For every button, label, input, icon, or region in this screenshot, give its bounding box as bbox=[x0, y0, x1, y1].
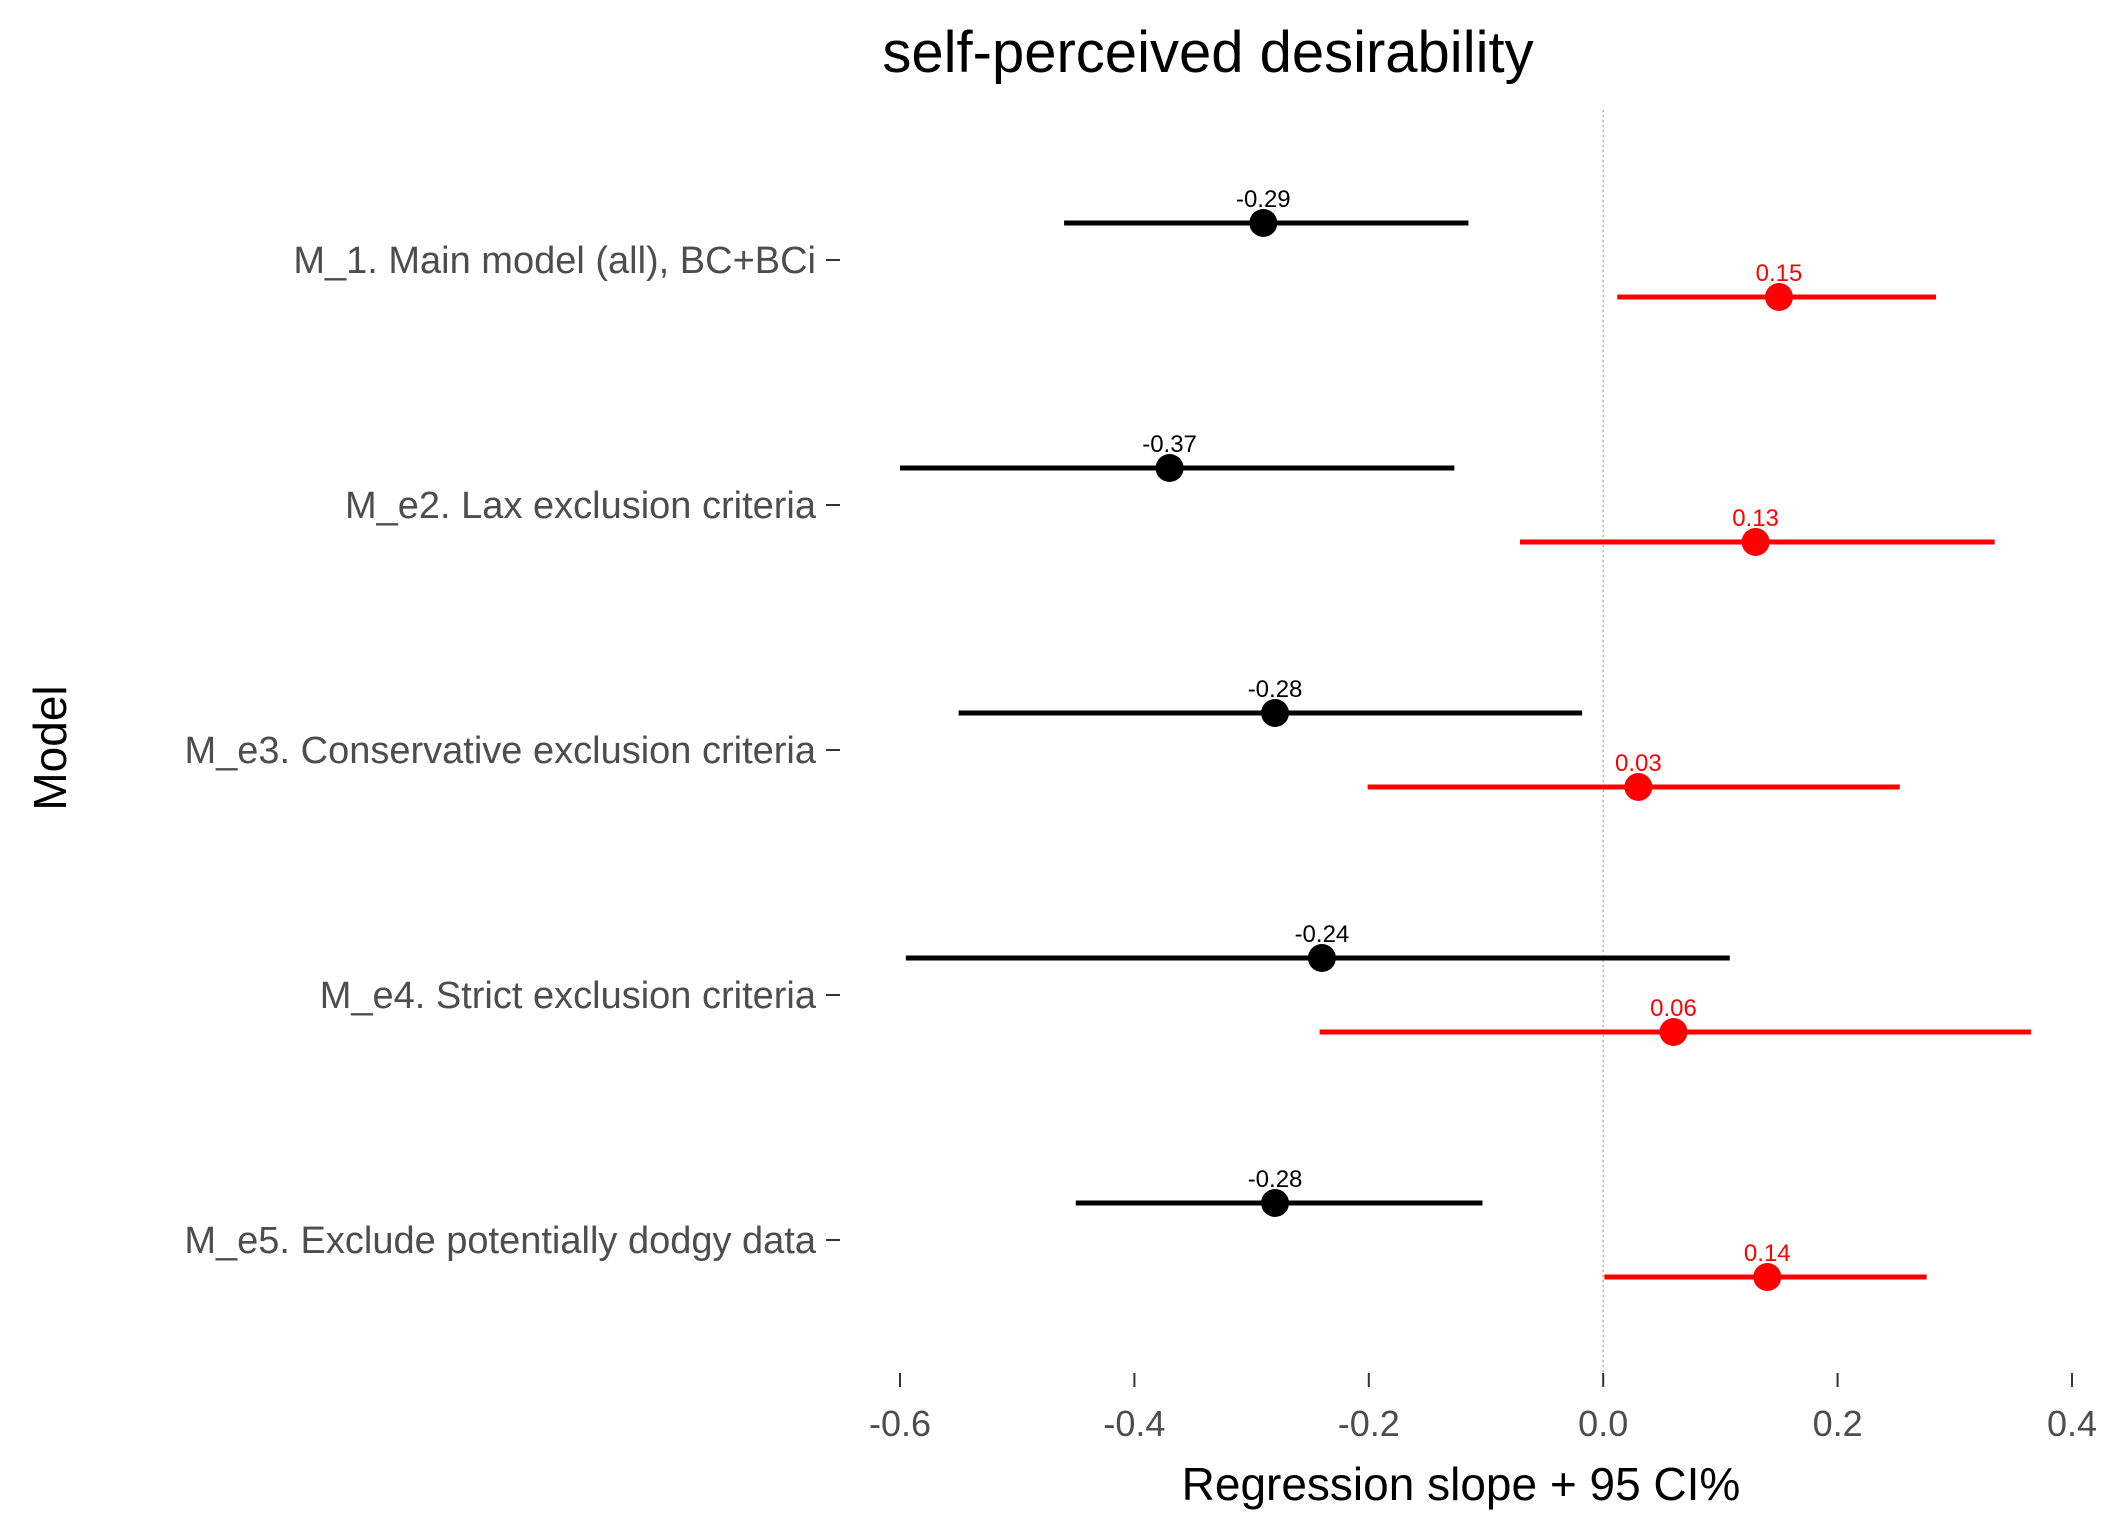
estimate-label: -0.24 bbox=[1295, 921, 1350, 948]
estimate-point bbox=[1624, 773, 1653, 801]
estimate-point bbox=[1261, 699, 1290, 727]
estimate-point bbox=[1753, 1263, 1782, 1291]
x-axis-ticks: -0.6 -0.4 -0.2 0.0 0.2 0.4 bbox=[869, 1373, 2097, 1444]
estimate-point bbox=[1765, 283, 1793, 311]
x-tick-label: 0.4 bbox=[2047, 1403, 2097, 1444]
estimate-label: 0.03 bbox=[1615, 750, 1662, 777]
estimate-label: -0.28 bbox=[1248, 1166, 1303, 1193]
estimate-point bbox=[1249, 209, 1278, 237]
chart-title: self-perceived desirability bbox=[882, 20, 1533, 85]
y-axis-title: Model bbox=[24, 685, 76, 810]
estimate-label: -0.29 bbox=[1236, 186, 1291, 213]
estimate-label: 0.06 bbox=[1650, 995, 1697, 1022]
y-tick-label: M_1. Main model (all), BC+BCi bbox=[293, 240, 816, 282]
x-tick-label: -0.2 bbox=[1338, 1403, 1400, 1444]
estimate-label: 0.15 bbox=[1756, 260, 1803, 287]
x-tick-label: 0.0 bbox=[1578, 1403, 1628, 1444]
x-tick-label: 0.2 bbox=[1813, 1403, 1863, 1444]
estimate-label: 0.13 bbox=[1732, 505, 1779, 532]
x-tick-label: -0.4 bbox=[1103, 1403, 1165, 1444]
estimate-point bbox=[1307, 944, 1336, 972]
estimate-point bbox=[1741, 528, 1770, 556]
y-tick-label: M_e5. Exclude potentially dodgy data bbox=[184, 1220, 817, 1262]
estimate-point bbox=[1261, 1189, 1290, 1217]
estimate-label: -0.28 bbox=[1248, 676, 1303, 703]
estimate-point bbox=[1659, 1018, 1688, 1046]
x-axis-title: Regression slope + 95 CI% bbox=[1182, 1458, 1741, 1510]
y-tick-label: M_e4. Strict exclusion criteria bbox=[320, 975, 817, 1017]
plot-marks: -0.29 -0.37 -0.28 -0.24 -0.28 0.15 0.13 0.03 0.0… bbox=[900, 186, 2031, 1291]
x-tick-label: -0.6 bbox=[869, 1403, 931, 1444]
y-tick-label: M_e3. Conservative exclusion criteria bbox=[185, 730, 817, 772]
y-tick-label: M_e2. Lax exclusion criteria bbox=[345, 485, 817, 527]
estimate-point bbox=[1155, 454, 1184, 482]
y-axis-ticks: M_1. Main model (all), BC+BCi M_e2. Lax e… bbox=[184, 240, 840, 1262]
estimate-label: 0.14 bbox=[1744, 1240, 1791, 1267]
estimate-label: -0.37 bbox=[1142, 431, 1197, 458]
